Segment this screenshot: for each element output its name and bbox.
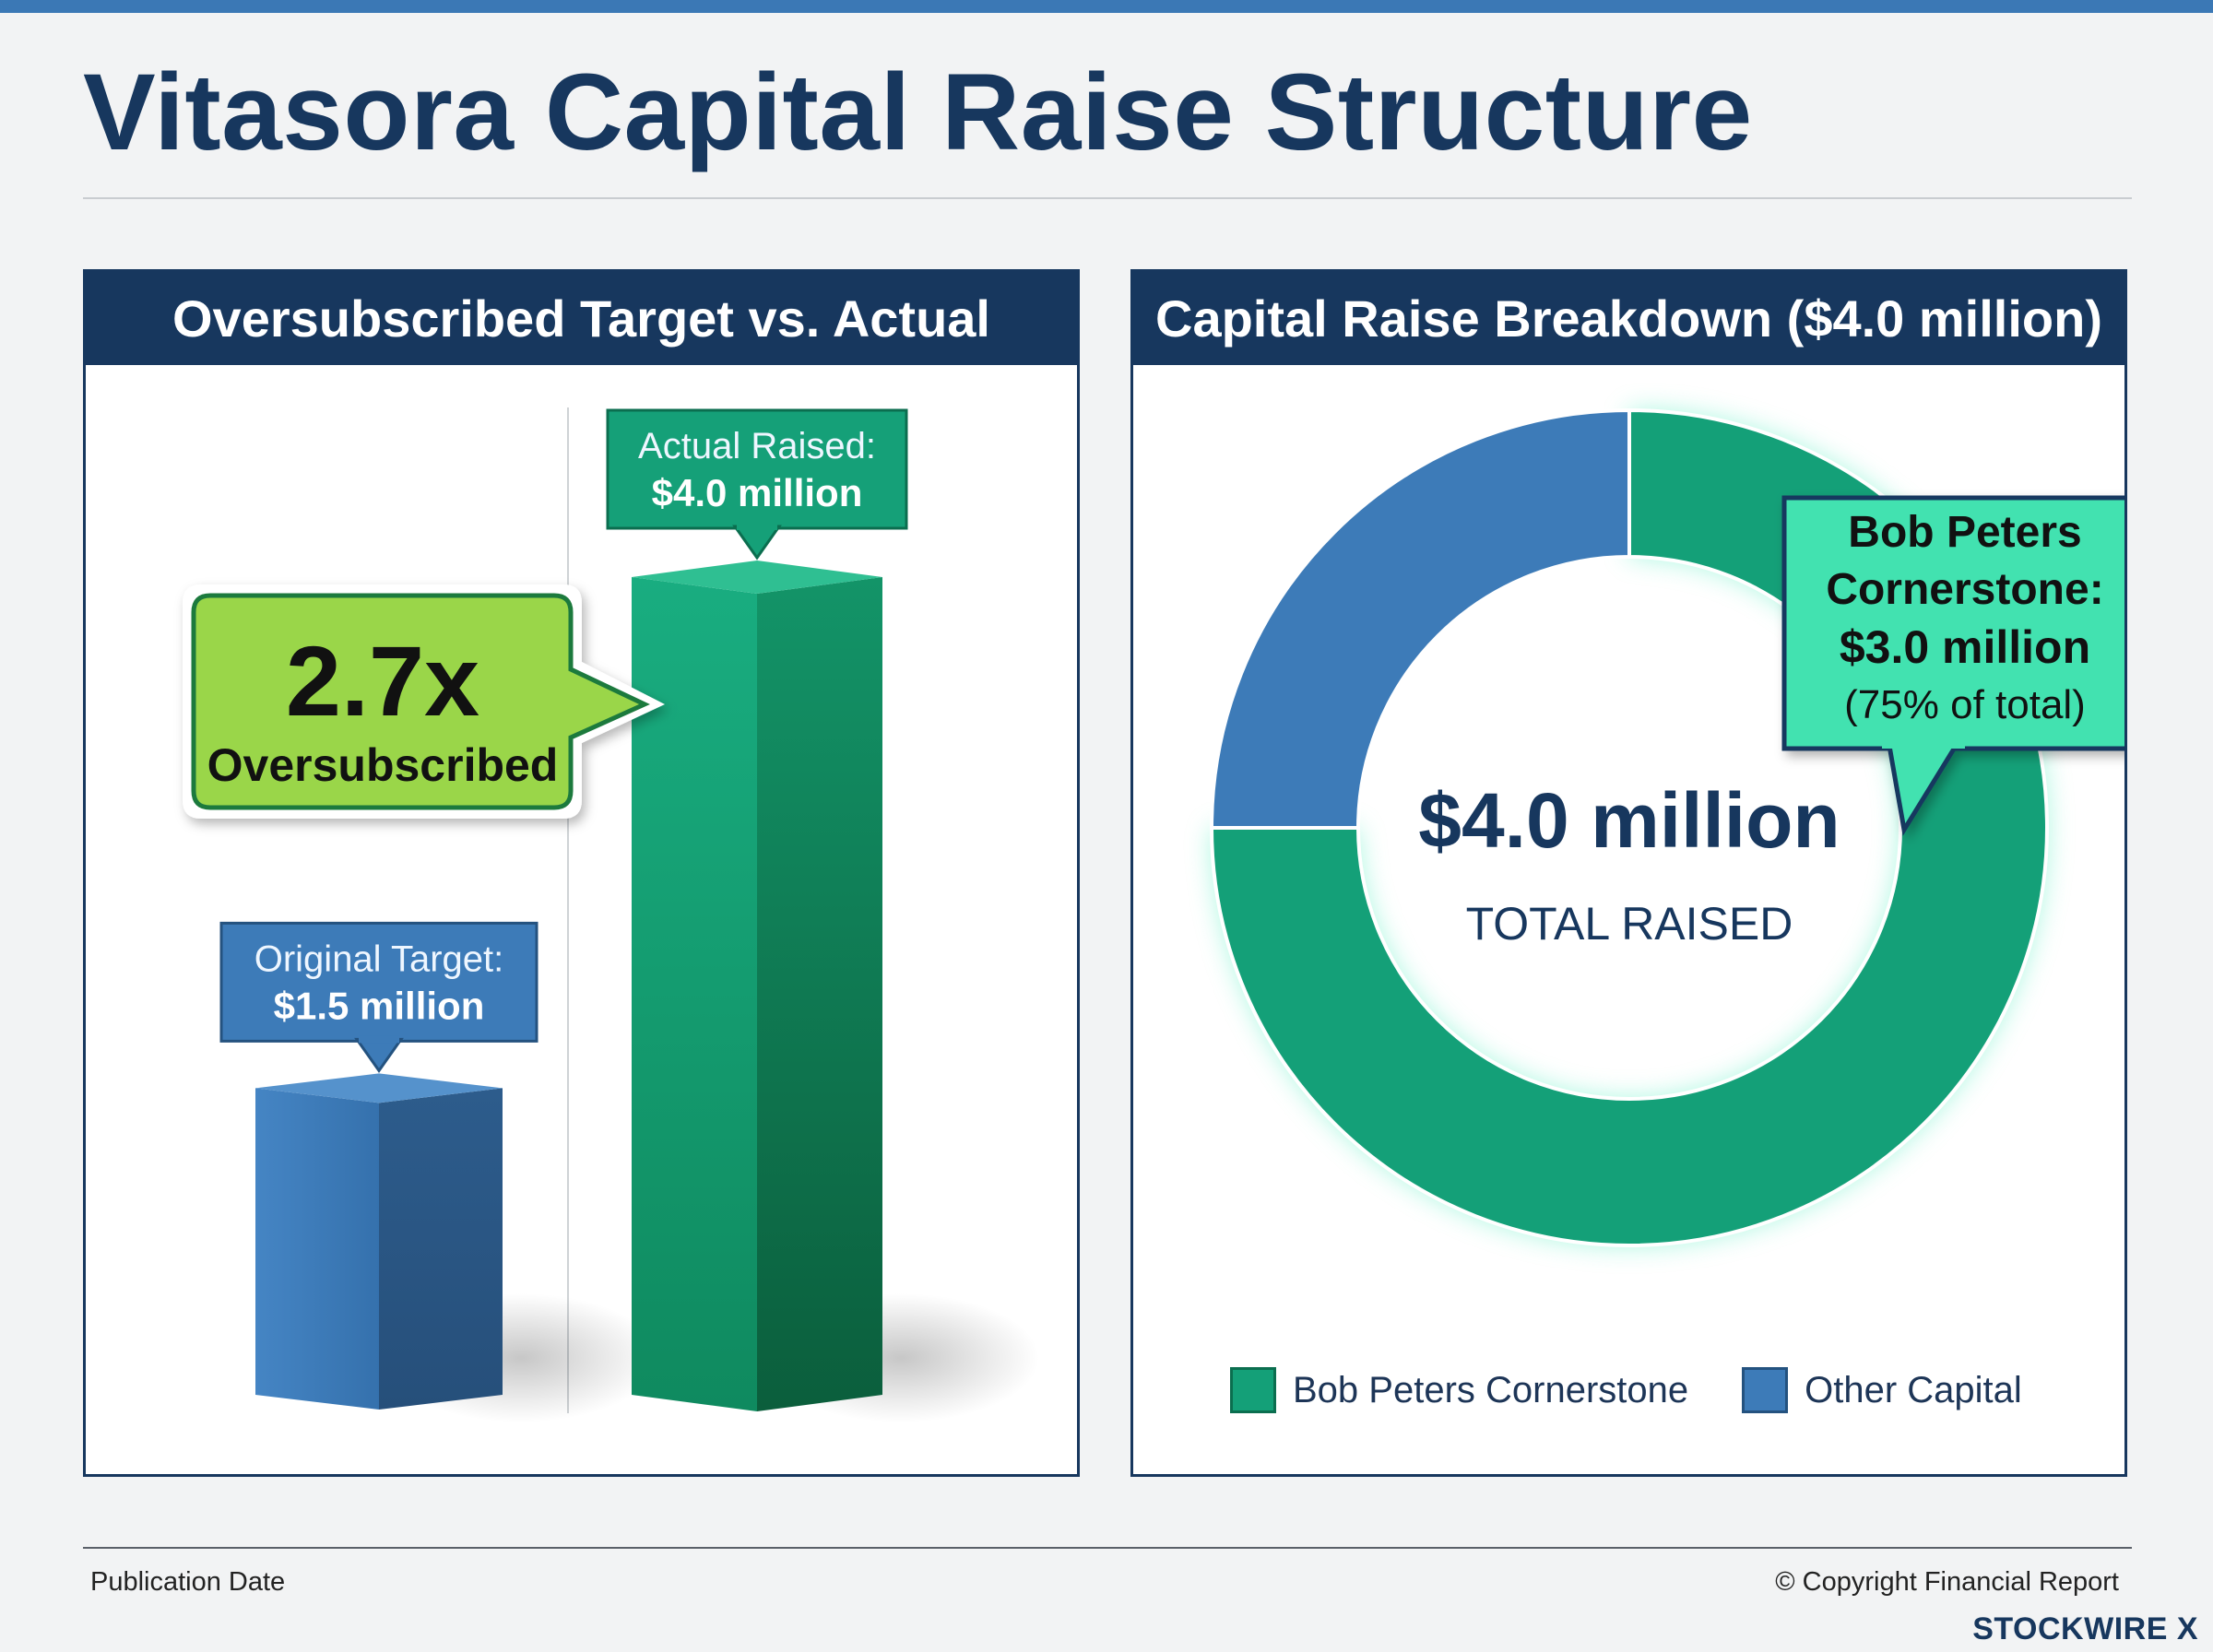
footer-divider [83, 1547, 2132, 1549]
copyright-text: © Copyright Financial Report [1775, 1567, 2119, 1597]
oversubscribed-label: Oversubscribed [207, 739, 559, 791]
bar-label-title: Actual Raised: [638, 426, 876, 466]
oversubscribed-multiple: 2.7x [286, 625, 479, 737]
donut-chart: $4.0 million TOTAL RAISED Bob Peters Corne… [1209, 407, 2124, 1247]
bar-top-face [255, 1073, 503, 1103]
donut-slice-other-capital [1209, 407, 1631, 830]
title-divider [83, 197, 2132, 199]
callout-line1: Bob Peters [1848, 508, 2081, 557]
bar-chart-title: Oversubscribed Target vs. Actual [86, 272, 1077, 365]
bar-top-face [632, 560, 882, 594]
bar-actual-raised [632, 577, 757, 1411]
page-title: Vitasora Capital Raise Structure [83, 52, 1753, 173]
bar-label-value: $1.5 million [274, 984, 485, 1027]
publication-date-label: Publication Date [90, 1567, 286, 1597]
cornerstone-callout [1781, 495, 2124, 836]
callout-note: (75% of total) [1844, 682, 2086, 727]
bar-data-label: Original Target: $1.5 million [219, 921, 538, 1073]
bar-label-value: $4.0 million [652, 471, 863, 514]
donut-center-value: $4.0 million [1418, 777, 1840, 864]
legend-item-cornerstone: Bob Peters Cornerstone [1230, 1367, 1688, 1413]
legend-item-other: Other Capital [1742, 1367, 2022, 1413]
bar-original-target [255, 1088, 379, 1410]
brand-logo: STOCKWIRE X [1972, 1611, 2198, 1646]
oversubscribed-callout [183, 584, 665, 819]
legend-label-cornerstone: Bob Peters Cornerstone [1293, 1369, 1689, 1410]
callout-value: $3.0 million [1840, 621, 2090, 673]
bar-data-label: Actual Raised: $4.0 million [606, 408, 908, 560]
donut-legend: Bob Peters Cornerstone Other Capital [1230, 1367, 2076, 1413]
bar-side-face [379, 1088, 503, 1410]
callout-line2: Cornerstone: [1826, 565, 2103, 614]
bar-label-title: Original Target: [254, 938, 504, 979]
donut-chart-panel: Capital Raise Breakdown ($4.0 million) $… [1130, 269, 2127, 1477]
legend-swatch-cornerstone [1230, 1367, 1276, 1413]
donut-center-label: TOTAL RAISED [1466, 898, 1793, 950]
bar-side-face [757, 577, 882, 1411]
bar-chart: Original Target: $1.5 million Actual Raise… [183, 407, 1039, 1422]
legend-label-other: Other Capital [1805, 1369, 2022, 1410]
donut-chart-title: Capital Raise Breakdown ($4.0 million) [1133, 272, 2124, 365]
top-accent-bar [0, 0, 2213, 13]
bar-chart-panel: Oversubscribed Target vs. Actual [83, 269, 1080, 1477]
legend-swatch-other [1742, 1367, 1789, 1413]
